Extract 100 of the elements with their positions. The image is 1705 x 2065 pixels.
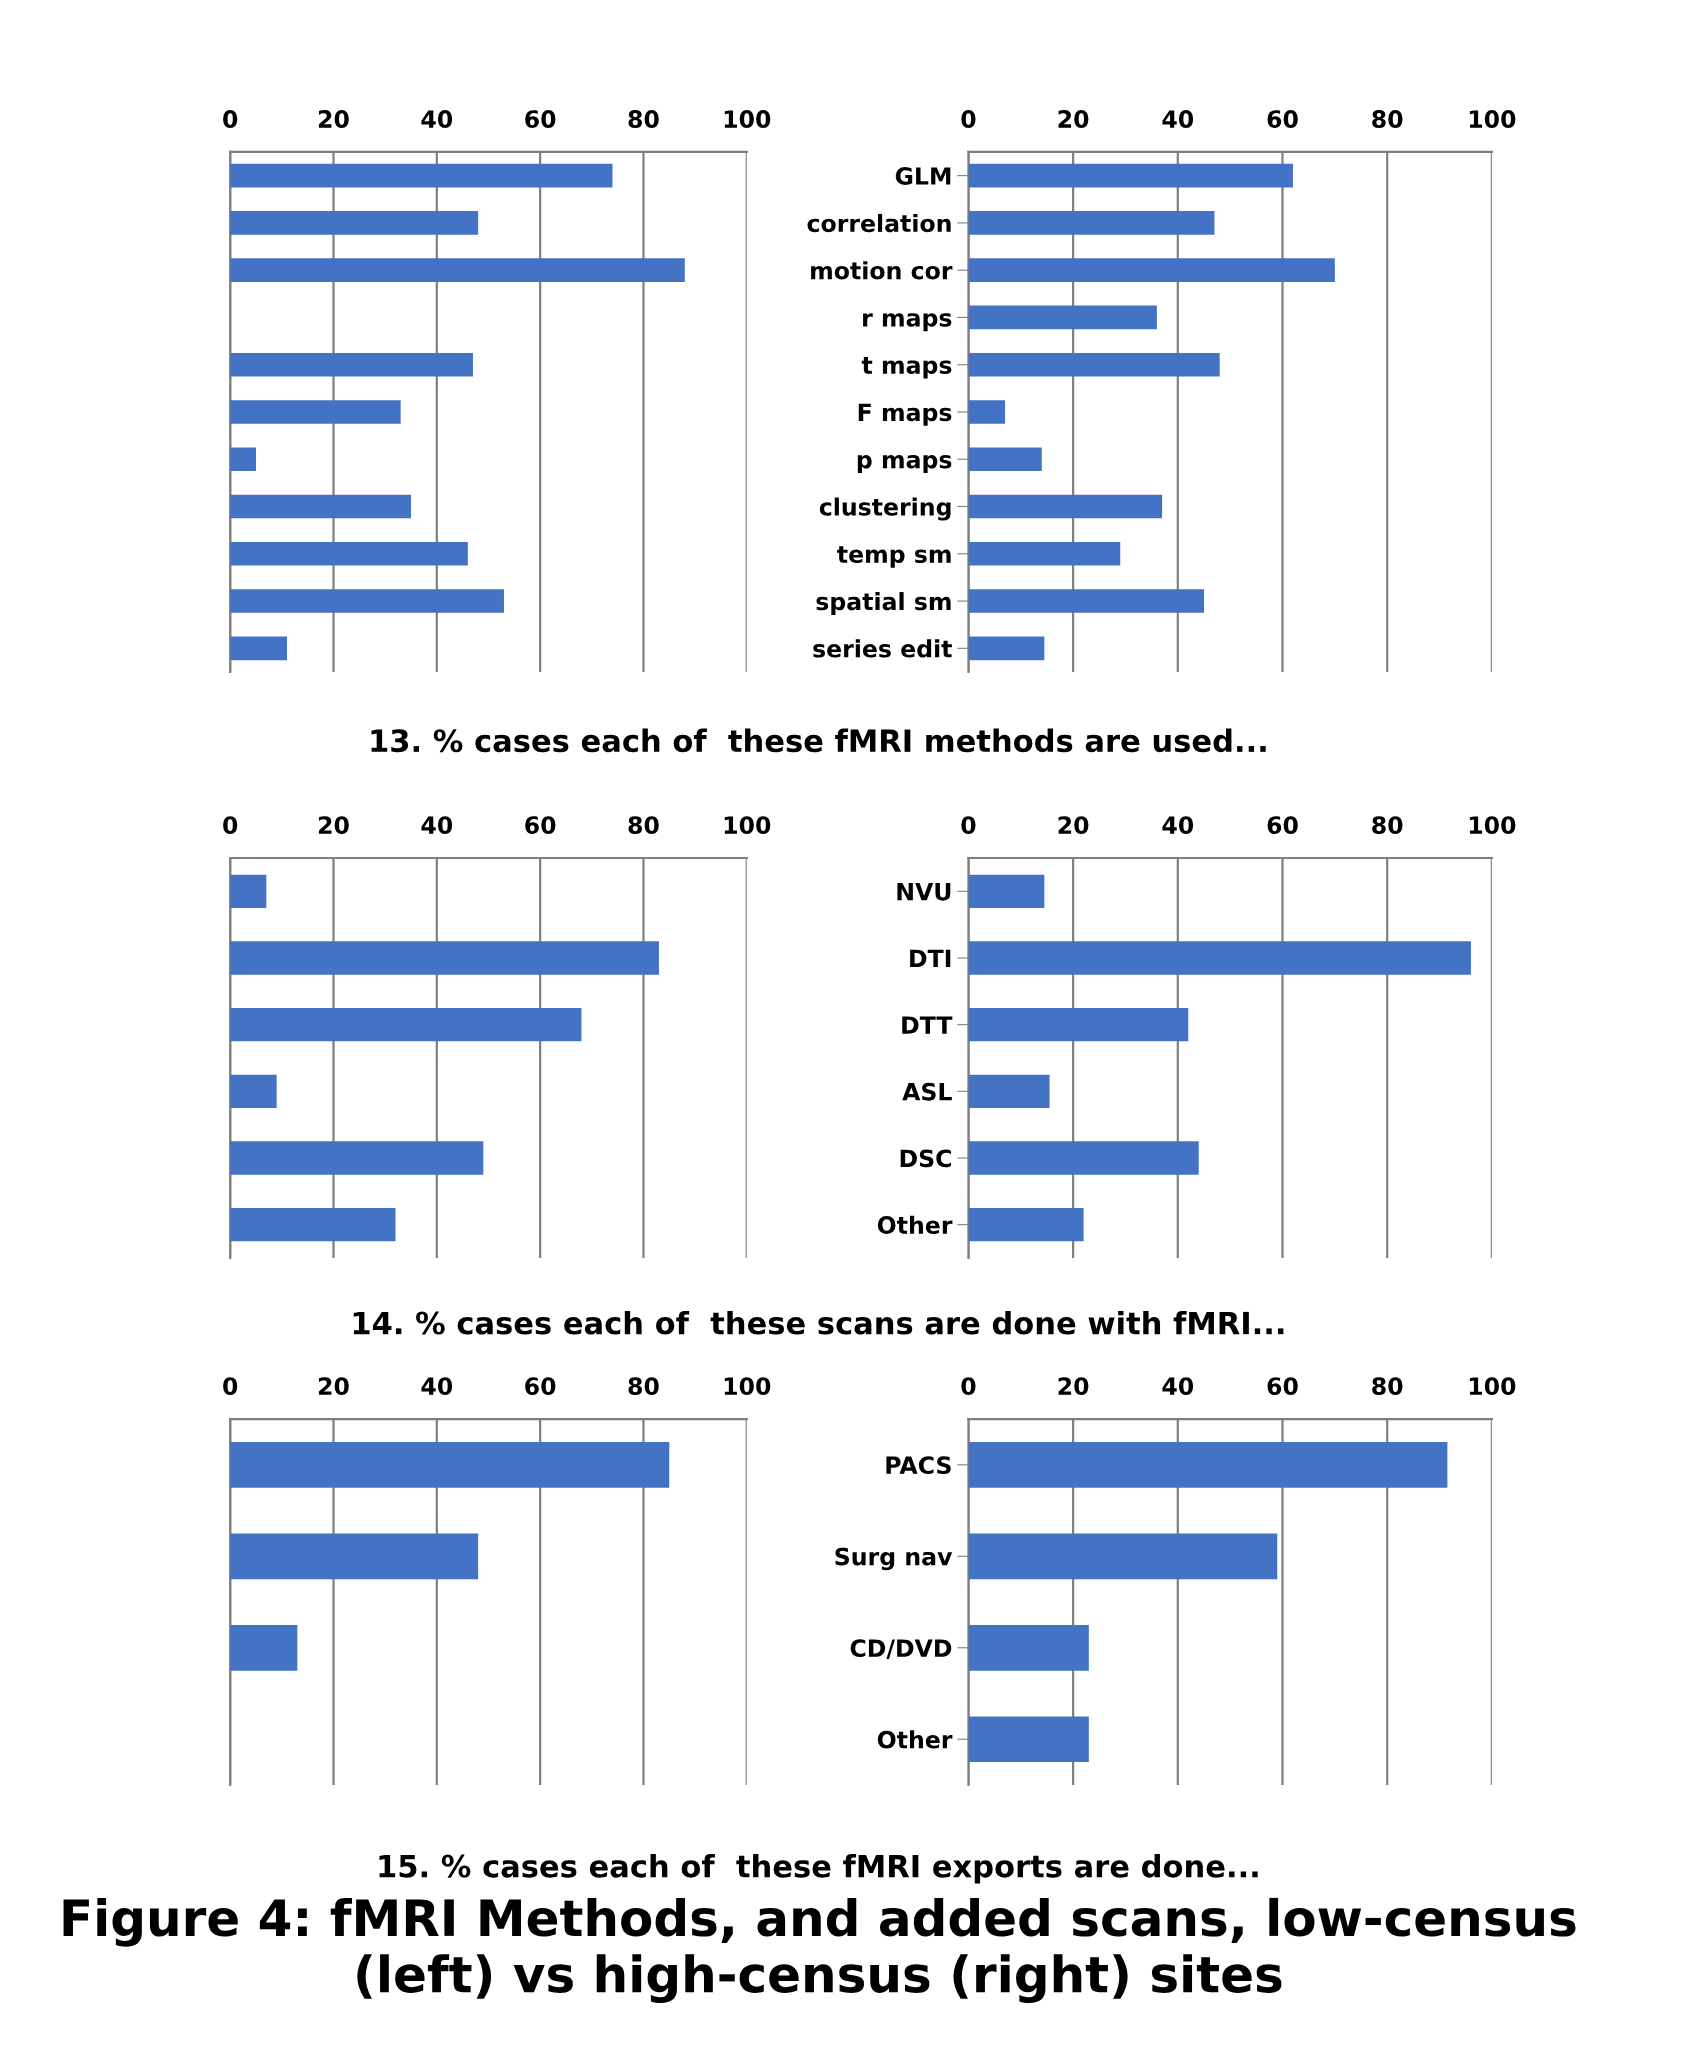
x-tick-label: 0 xyxy=(961,110,976,128)
bar xyxy=(968,163,1293,188)
y-tick-label: series edit xyxy=(813,639,952,658)
y-tick-label: spatial sm xyxy=(816,592,951,615)
x-tick-label: 100 xyxy=(724,1377,771,1396)
bar xyxy=(968,352,1220,377)
x-tick-label: 60 xyxy=(525,1377,556,1396)
y-tick-label: Other xyxy=(877,1730,953,1749)
y-tick-label: temp sm xyxy=(837,546,951,568)
bar xyxy=(230,1533,479,1580)
bar xyxy=(230,494,411,519)
bar xyxy=(968,305,1157,330)
x-tick-label: 20 xyxy=(1058,816,1089,834)
y-tick-label: r maps xyxy=(863,313,952,332)
bar xyxy=(968,636,1045,661)
bar xyxy=(968,1624,1089,1671)
bar xyxy=(230,400,401,424)
x-tick-label: 80 xyxy=(1372,1377,1403,1396)
x-tick-label: 60 xyxy=(1267,1377,1298,1396)
y-tick-label: DTI xyxy=(910,949,951,967)
bar xyxy=(230,1074,277,1108)
x-tick-label: 40 xyxy=(1162,1377,1194,1396)
y-tick-label: correlation xyxy=(807,213,951,233)
bar xyxy=(968,258,1335,282)
y-tick-label: p maps xyxy=(857,454,952,474)
y-tick-label: GLM xyxy=(895,167,951,185)
x-tick-label: 100 xyxy=(1469,816,1516,834)
y-tick-label: clustering xyxy=(819,497,951,521)
x-tick-label: 60 xyxy=(1267,816,1298,834)
bar xyxy=(968,1716,1089,1763)
text: 15. % cases each of these fMRI exports are done... xyxy=(379,1854,1258,1884)
y-tick-label: NVU xyxy=(897,883,951,901)
bar xyxy=(968,447,1042,472)
x-tick-label: 100 xyxy=(1469,1377,1516,1396)
x-tick-label: 60 xyxy=(525,110,556,128)
bar xyxy=(230,447,257,472)
bar xyxy=(968,400,1006,424)
bar xyxy=(968,1208,1084,1242)
x-tick-label: 20 xyxy=(1058,1377,1089,1396)
bar xyxy=(968,874,1045,909)
y-tick-label: CD/DVD xyxy=(850,1639,952,1659)
x-tick-label: 20 xyxy=(318,816,349,834)
bar xyxy=(968,494,1163,519)
bar xyxy=(968,589,1204,613)
x-tick-label: 40 xyxy=(1162,816,1194,834)
x-tick-label: 100 xyxy=(1469,110,1516,128)
bar xyxy=(968,211,1215,235)
y-tick-label: PACS xyxy=(886,1456,951,1475)
bar xyxy=(968,1141,1199,1175)
y-tick-label: Other xyxy=(877,1215,953,1234)
x-tick-label: 0 xyxy=(961,816,976,834)
bar xyxy=(968,1533,1278,1580)
text: 14. % cases each of these scans are done with fMRI... xyxy=(353,1310,1284,1335)
bar xyxy=(230,352,473,377)
x-tick-label: 40 xyxy=(421,110,453,128)
y-tick-label: DTT xyxy=(902,1016,953,1034)
x-tick-label: 40 xyxy=(421,1377,453,1396)
bar xyxy=(230,163,613,188)
x-tick-label: 60 xyxy=(1267,110,1298,128)
bar xyxy=(230,1008,582,1042)
y-tick-label: t maps xyxy=(861,357,952,379)
bar xyxy=(968,1008,1189,1042)
bar xyxy=(230,941,659,975)
x-tick-label: 0 xyxy=(961,1377,976,1396)
bar xyxy=(968,1441,1448,1488)
x-tick-label: 80 xyxy=(628,816,659,834)
x-tick-label: 80 xyxy=(1372,110,1403,128)
y-tick-label: DSC xyxy=(900,1149,951,1168)
bar xyxy=(968,941,1471,975)
x-tick-label: 0 xyxy=(223,816,238,834)
x-tick-label: 100 xyxy=(724,110,771,128)
bar xyxy=(230,1624,298,1671)
x-tick-label: 60 xyxy=(525,816,556,834)
bar xyxy=(230,541,468,566)
bar xyxy=(230,1441,670,1488)
bar xyxy=(230,1141,484,1175)
y-tick-label: motion cor xyxy=(811,261,953,280)
x-tick-label: 80 xyxy=(1372,816,1403,834)
bar xyxy=(230,589,504,613)
y-tick-label: F maps xyxy=(858,403,952,426)
text: 13. % cases each of these fMRI methods are used... xyxy=(371,728,1266,753)
x-tick-label: 20 xyxy=(318,110,349,128)
x-tick-label: 20 xyxy=(1058,110,1089,128)
bar xyxy=(230,636,287,661)
bar xyxy=(230,874,267,909)
bar xyxy=(968,541,1121,566)
x-tick-label: 40 xyxy=(1162,110,1194,128)
bar xyxy=(230,1208,396,1242)
caption: Figure 4: fMRI Methods, and added scans, low-census (left) vs high-census (right) sites xyxy=(63,1897,1576,2004)
x-tick-label: 20 xyxy=(318,1377,349,1396)
bar xyxy=(230,211,479,235)
x-tick-label: 100 xyxy=(724,816,771,834)
x-tick-label: 0 xyxy=(223,1377,238,1396)
bar xyxy=(230,258,685,282)
y-tick-label: Surg nav xyxy=(835,1547,953,1571)
bar xyxy=(968,1074,1050,1108)
x-tick-label: 80 xyxy=(628,110,659,128)
x-tick-label: 40 xyxy=(421,816,453,834)
x-tick-label: 80 xyxy=(628,1377,659,1396)
x-tick-label: 0 xyxy=(223,110,238,128)
